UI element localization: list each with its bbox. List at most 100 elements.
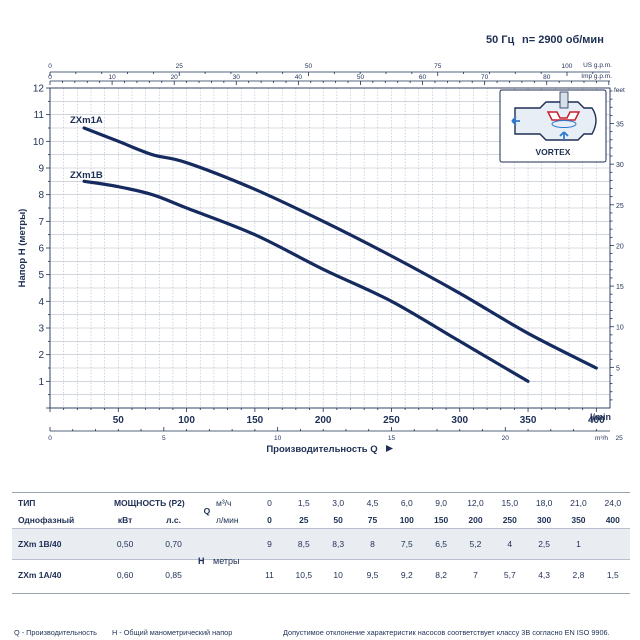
lmin-unit: l/min [590, 412, 611, 422]
h-cell: 10 [320, 559, 356, 590]
model-cell: ZXm 1B/40 [12, 528, 101, 560]
m3h-tick-label: 5 [162, 435, 166, 442]
empty-cell [197, 559, 216, 590]
imp-gpm-tick-label: 70 [481, 74, 489, 81]
imp-gpm-tick-label: 40 [295, 74, 303, 81]
x-tick-label: 150 [247, 415, 264, 426]
phase-header: Однофазный [18, 514, 75, 525]
q-m3h-cell: 24,0 [604, 497, 622, 508]
h-cell: 8 [355, 528, 390, 560]
table-bottom-rule [12, 593, 630, 594]
h-cell: 5,7 [492, 559, 527, 590]
us-gpm-tick-label: 25 [176, 63, 184, 70]
q-lmin-cell: 400 [605, 514, 620, 525]
h-cell: 9,5 [355, 559, 390, 590]
m3h-tick-label: 25 [615, 435, 623, 442]
inlet-arrow-icon [559, 131, 569, 140]
q-lmin-cell: 200 [468, 514, 483, 525]
h-cell: 6,5 [423, 528, 459, 560]
imp-gpm-tick-label: 10 [108, 74, 116, 81]
y-tick-label: 12 [33, 84, 45, 95]
feet-tick-label: 35 [616, 122, 624, 129]
empty-cell [215, 559, 253, 590]
vortex-inset: VORTEX [499, 89, 607, 163]
m3h-unit: m³/h [595, 435, 608, 442]
us-gpm-unit: US g.p.m. [583, 62, 612, 69]
us-gpm-tick-label: 0 [48, 63, 52, 70]
imp-gpm-tick-label: 0 [48, 74, 52, 81]
imp-gpm-tick-label: 50 [357, 74, 365, 81]
feet-unit: feet [614, 87, 625, 94]
y-tick-label: 3 [38, 324, 44, 335]
q-m3h-cell: 15,0 [501, 497, 519, 508]
curves [82, 126, 598, 383]
h-cell: 8,3 [320, 528, 356, 560]
q-unit-m3h: м³/ч [215, 497, 232, 508]
q-m3h-cell: 1,5 [297, 497, 310, 508]
y-tick-label: 9 [38, 164, 44, 175]
q-header: Q [203, 506, 211, 516]
kw-header: кВт [117, 514, 133, 525]
feet-tick-label: 10 [616, 325, 624, 332]
h-label: H [198, 556, 205, 566]
h-cell: 9,2 [389, 559, 424, 590]
h-cell: 1 [561, 528, 596, 560]
y-tick-label: 5 [38, 270, 44, 281]
us-gpm-axis: 0 25 50 75 100 [48, 63, 594, 76]
vortex-flow-icon [551, 120, 577, 128]
h-cell: 10,5 [286, 559, 321, 590]
table-header-row-2: Однофазный кВт л.с. л/мин 0 25 50 75 100… [12, 511, 630, 529]
q-m3h-cell: 21,0 [570, 497, 587, 508]
hp-header: л.с. [166, 514, 181, 525]
q-lmin-cell: 75 [367, 514, 378, 525]
h-row-label: H метры [198, 556, 240, 566]
footnote-h: H - Общий манометрический напор [112, 628, 233, 637]
h-cell: 4 [492, 528, 527, 560]
frequency-label: 50 Гц [486, 34, 515, 46]
y-tick-label: 8 [38, 190, 44, 201]
y-tick-label: 10 [33, 137, 45, 148]
q-unit-lmin: л/мин [215, 514, 239, 525]
empty-cell [215, 528, 253, 560]
x-tick-label: 400 [588, 415, 605, 426]
table-row-zxm1a: ZXm 1A/40 0,60 0,85 11 10,5 10 9,5 9,2 8… [12, 559, 630, 590]
h-cell: 4,3 [526, 559, 562, 590]
imp-gpm-tick-label: 20 [171, 74, 179, 81]
h-cell: 1,5 [595, 559, 630, 590]
x-tick-label: 100 [178, 415, 195, 426]
feet-tick-label: 30 [616, 162, 624, 169]
imp-gpm-tick-label: 30 [233, 74, 241, 81]
h-cell: 8,5 [286, 528, 321, 560]
x-axis-m3h: 0 5 10 15 20 25 [48, 427, 623, 442]
q-lmin-cell: 50 [333, 514, 343, 525]
q-lmin-cell: 250 [502, 514, 517, 525]
q-m3h-cell: 0 [267, 497, 272, 508]
q-lmin-cell: 25 [299, 514, 309, 525]
feet-tick-label: 15 [616, 284, 624, 291]
q-lmin-cell: 100 [399, 514, 414, 525]
series-label-zxm1a: ZXm1A [70, 115, 103, 126]
hp-cell: 0,85 [149, 559, 198, 590]
h-cell: 7 [458, 559, 493, 590]
footnote-q: Q - Производительность [14, 628, 97, 637]
q-m3h-cell: 18,0 [535, 497, 553, 508]
us-gpm-tick-label: 100 [562, 63, 573, 70]
x-tick-label: 50 [113, 415, 125, 426]
m3h-tick-label: 20 [502, 435, 510, 442]
y-tick-label: 4 [38, 297, 44, 308]
h-cell: 9 [252, 528, 287, 560]
series-label-zxm1b: ZXm1B [70, 170, 103, 181]
q-m3h-cell: 6,0 [400, 497, 413, 508]
power-header: МОЩНОСТЬ (P2) [113, 497, 185, 508]
q-lmin-cell: 0 [267, 514, 272, 525]
imp-gpm-tick-label: 60 [419, 74, 427, 81]
q-m3h-cell: 12,0 [467, 497, 484, 508]
y-axis-label: Напор H (метры) [17, 209, 28, 288]
feet-tick-label: 5 [616, 365, 620, 372]
impeller-icon [546, 111, 581, 121]
m3h-tick-label: 10 [274, 435, 282, 442]
y-tick-label: 2 [38, 350, 44, 361]
x-tick-label: 300 [451, 415, 468, 426]
type-header: ТИП [18, 497, 36, 508]
imp-gpm-tick-label: 80 [543, 74, 551, 81]
